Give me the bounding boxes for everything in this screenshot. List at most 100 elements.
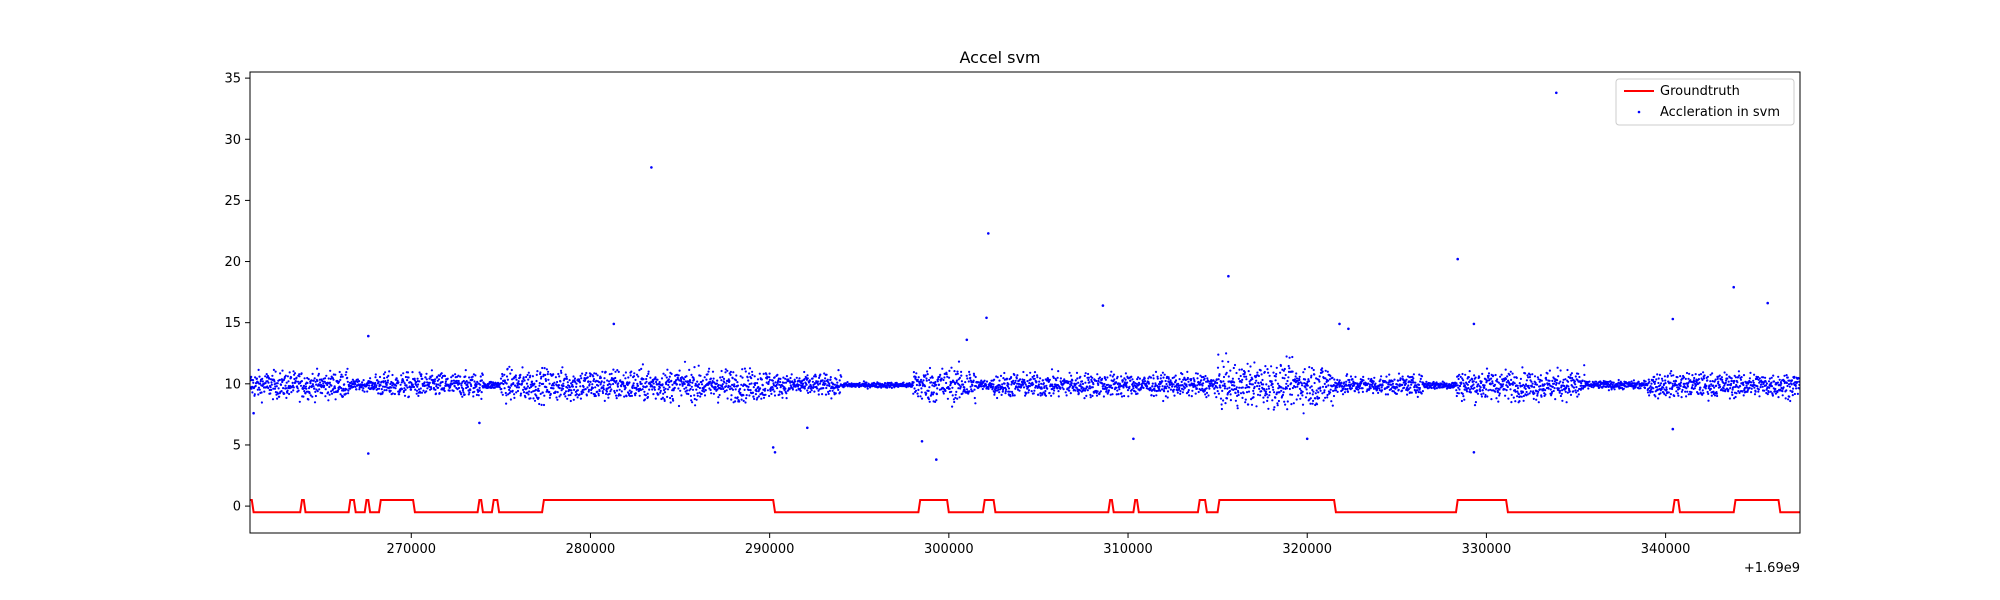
scatter-point bbox=[1242, 392, 1245, 395]
scatter-point bbox=[625, 395, 628, 398]
scatter-point bbox=[1181, 373, 1184, 376]
scatter-point bbox=[668, 375, 671, 378]
scatter-point bbox=[1487, 376, 1490, 379]
scatter-point bbox=[339, 375, 342, 378]
scatter-point bbox=[1515, 376, 1518, 379]
scatter-point bbox=[519, 373, 522, 376]
scatter-point bbox=[1002, 377, 1005, 380]
scatter-point bbox=[1419, 380, 1422, 383]
scatter-point bbox=[1345, 374, 1348, 377]
scatter-point bbox=[373, 385, 376, 388]
scatter-point bbox=[776, 387, 779, 390]
scatter-point bbox=[1660, 377, 1664, 380]
scatter-point bbox=[503, 379, 506, 382]
scatter-point bbox=[282, 378, 286, 381]
scatter-point bbox=[1737, 370, 1740, 373]
scatter-point bbox=[547, 378, 550, 381]
scatter-point bbox=[838, 391, 842, 394]
scatter-point bbox=[509, 390, 512, 393]
scatter-point bbox=[1228, 389, 1232, 393]
scatter-point bbox=[394, 387, 397, 390]
scatter-point bbox=[715, 382, 719, 385]
scatter-point bbox=[654, 397, 657, 400]
scatter-point bbox=[1487, 372, 1491, 375]
scatter-point bbox=[1716, 377, 1719, 380]
scatter-point bbox=[1096, 390, 1099, 393]
scatter-point bbox=[1022, 370, 1025, 374]
scatter-point bbox=[1097, 383, 1100, 386]
scatter-point bbox=[671, 383, 674, 386]
scatter-point bbox=[940, 377, 943, 380]
scatter-point bbox=[1314, 403, 1317, 407]
scatter-point bbox=[925, 392, 928, 395]
scatter-point bbox=[1318, 396, 1321, 400]
scatter-point bbox=[1236, 404, 1239, 407]
scatter-point bbox=[798, 377, 801, 380]
scatter-point bbox=[1335, 389, 1338, 392]
scatter-point bbox=[272, 387, 275, 390]
scatter-point bbox=[587, 380, 590, 383]
scatter-point bbox=[1530, 385, 1534, 388]
scatter-point bbox=[791, 388, 795, 391]
scatter-point bbox=[1510, 378, 1513, 381]
scatter-point bbox=[1033, 374, 1036, 377]
scatter-point bbox=[644, 394, 648, 397]
scatter-point bbox=[657, 393, 660, 396]
scatter-point bbox=[672, 399, 675, 402]
scatter-point bbox=[1665, 388, 1668, 391]
scatter-point bbox=[1298, 387, 1302, 390]
scatter-point bbox=[1247, 370, 1250, 373]
scatter-point bbox=[1272, 388, 1275, 391]
scatter-point bbox=[1301, 403, 1305, 406]
scatter-point bbox=[748, 394, 751, 397]
scatter-point bbox=[1138, 377, 1141, 380]
scatter-point bbox=[270, 381, 273, 384]
scatter-point bbox=[1161, 385, 1164, 388]
scatter-point bbox=[1498, 394, 1501, 397]
scatter-point bbox=[1706, 390, 1709, 394]
scatter-point bbox=[1723, 371, 1726, 374]
scatter-point bbox=[1302, 412, 1305, 415]
scatter-point bbox=[1266, 399, 1269, 402]
scatter-point bbox=[1360, 382, 1363, 385]
scatter-point bbox=[1567, 380, 1570, 383]
scatter-point bbox=[1409, 386, 1412, 389]
scatter-point bbox=[1561, 381, 1565, 384]
scatter-point bbox=[1035, 385, 1038, 388]
scatter-point bbox=[1380, 386, 1383, 389]
scatter-point bbox=[1346, 373, 1349, 376]
scatter-point bbox=[1501, 380, 1504, 383]
scatter-point bbox=[1454, 384, 1458, 387]
scatter-point bbox=[668, 381, 671, 384]
scatter-point bbox=[1710, 394, 1713, 397]
scatter-point bbox=[537, 387, 540, 390]
scatter-point bbox=[324, 395, 327, 398]
scatter-point bbox=[1255, 379, 1258, 382]
scatter-point bbox=[766, 376, 769, 379]
scatter-point bbox=[1162, 376, 1165, 379]
scatter-point bbox=[755, 390, 758, 393]
scatter-point bbox=[505, 382, 508, 385]
scatter-point bbox=[799, 387, 802, 390]
scatter-point bbox=[720, 369, 723, 373]
scatter-point bbox=[741, 368, 744, 371]
scatter-point bbox=[1165, 387, 1168, 390]
scatter-point bbox=[948, 387, 951, 390]
scatter-point bbox=[618, 388, 621, 391]
scatter-point bbox=[1069, 392, 1072, 395]
scatter-point bbox=[1526, 374, 1529, 377]
scatter-point bbox=[1004, 390, 1007, 393]
scatter-point bbox=[664, 387, 667, 390]
scatter-point bbox=[569, 399, 572, 403]
scatter-point bbox=[637, 375, 640, 378]
scatter-point bbox=[1039, 377, 1042, 380]
scatter-point bbox=[1104, 385, 1107, 388]
scatter-point bbox=[817, 383, 820, 386]
scatter-point bbox=[996, 396, 999, 400]
scatter-point bbox=[1027, 391, 1030, 394]
scatter-point bbox=[1315, 403, 1319, 406]
scatter-point bbox=[416, 377, 419, 380]
scatter-point bbox=[1129, 379, 1132, 382]
scatter-point bbox=[733, 383, 736, 386]
scatter-point bbox=[433, 382, 436, 385]
